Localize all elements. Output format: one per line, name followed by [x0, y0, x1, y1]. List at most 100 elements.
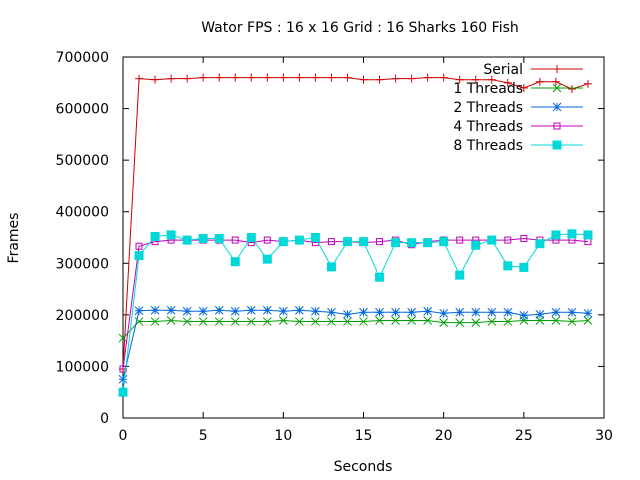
- data-point: [166, 316, 176, 325]
- series-3: [119, 235, 592, 373]
- data-point: [278, 306, 288, 316]
- legend-entry: 8 Threads: [453, 138, 583, 154]
- data-point: [134, 306, 144, 316]
- data-point: [520, 235, 528, 243]
- data-point: [487, 75, 496, 84]
- data-point: [166, 230, 176, 240]
- data-point: [407, 238, 417, 248]
- y-tick-label: 700000: [56, 50, 109, 66]
- data-point: [551, 316, 561, 325]
- data-point: [278, 316, 288, 325]
- data-point: [327, 73, 336, 82]
- data-point: [439, 237, 449, 247]
- legend-entry: 4 Threads: [453, 119, 583, 135]
- data-point: [439, 318, 449, 327]
- x-tick-label: 30: [595, 428, 613, 444]
- data-point: [311, 317, 320, 326]
- data-point: [262, 317, 272, 326]
- data-point: [263, 73, 272, 82]
- data-point: [553, 122, 561, 130]
- data-point: [246, 317, 256, 326]
- y-tick-label: 300000: [56, 256, 109, 272]
- data-point: [487, 317, 497, 326]
- data-point: [456, 236, 464, 244]
- data-point: [519, 83, 528, 92]
- legend-label: 2 Threads: [453, 100, 523, 116]
- series-2: [118, 305, 593, 384]
- data-point: [118, 387, 128, 397]
- data-point: [359, 75, 368, 84]
- data-point: [150, 305, 160, 315]
- data-point: [246, 233, 256, 242]
- series-1: [118, 316, 593, 343]
- data-point: [151, 75, 160, 84]
- data-point: [567, 229, 577, 239]
- series-0: [119, 73, 592, 374]
- series-4: [118, 229, 593, 397]
- data-point: [167, 74, 176, 83]
- data-point: [423, 238, 433, 248]
- data-point: [198, 234, 208, 244]
- data-point: [455, 270, 465, 280]
- data-point: [583, 230, 593, 240]
- data-point: [423, 73, 432, 82]
- data-point: [471, 75, 480, 84]
- data-point: [423, 316, 432, 325]
- data-point: [182, 235, 192, 245]
- legend-entry: Serial: [483, 62, 583, 78]
- data-point: [471, 318, 481, 327]
- data-point: [198, 317, 208, 326]
- data-point: [150, 317, 160, 326]
- data-point: [503, 317, 513, 326]
- data-point: [535, 309, 545, 319]
- data-point: [342, 237, 352, 247]
- data-point: [150, 231, 160, 241]
- data-point: [294, 235, 304, 245]
- data-point: [295, 305, 304, 315]
- series-line: [122, 320, 588, 339]
- y-tick-label: 0: [100, 411, 109, 427]
- data-point: [359, 307, 368, 317]
- data-point: [407, 316, 416, 325]
- series-line: [122, 238, 589, 370]
- data-point: [359, 237, 368, 247]
- x-tick-label: 15: [355, 428, 373, 444]
- data-point: [551, 307, 561, 317]
- x-tick-label: 5: [199, 428, 208, 444]
- data-point: [215, 73, 224, 82]
- series-layer: [118, 73, 593, 397]
- data-point: [551, 230, 561, 240]
- data-point: [118, 374, 128, 384]
- data-point: [535, 316, 545, 325]
- data-point: [262, 254, 272, 264]
- data-point: [423, 306, 432, 316]
- data-point: [375, 272, 385, 282]
- data-point: [583, 308, 593, 318]
- data-point: [375, 75, 384, 84]
- data-point: [519, 311, 529, 320]
- data-point: [262, 305, 272, 315]
- data-point: [183, 74, 192, 83]
- data-point: [503, 261, 513, 271]
- y-tick-label: 100000: [56, 359, 109, 375]
- data-point: [327, 317, 336, 326]
- data-point: [230, 317, 240, 326]
- data-point: [439, 73, 448, 82]
- legend-label: 8 Threads: [453, 138, 523, 154]
- legend-label: 4 Threads: [453, 119, 523, 135]
- data-point: [391, 74, 400, 83]
- data-point: [583, 79, 592, 88]
- data-point: [375, 316, 384, 325]
- data-point: [343, 309, 352, 319]
- data-point: [552, 83, 562, 93]
- data-point: [391, 316, 400, 325]
- axes-ticks: 0 5 10 15 20 25 30 0 100000 200000 300000 400000 500…: [56, 50, 613, 444]
- data-point: [343, 73, 352, 82]
- data-point: [455, 307, 465, 317]
- data-point: [567, 307, 577, 317]
- data-point: [231, 236, 239, 244]
- data-point: [553, 65, 561, 73]
- data-point: [182, 317, 192, 326]
- data-point: [118, 333, 128, 343]
